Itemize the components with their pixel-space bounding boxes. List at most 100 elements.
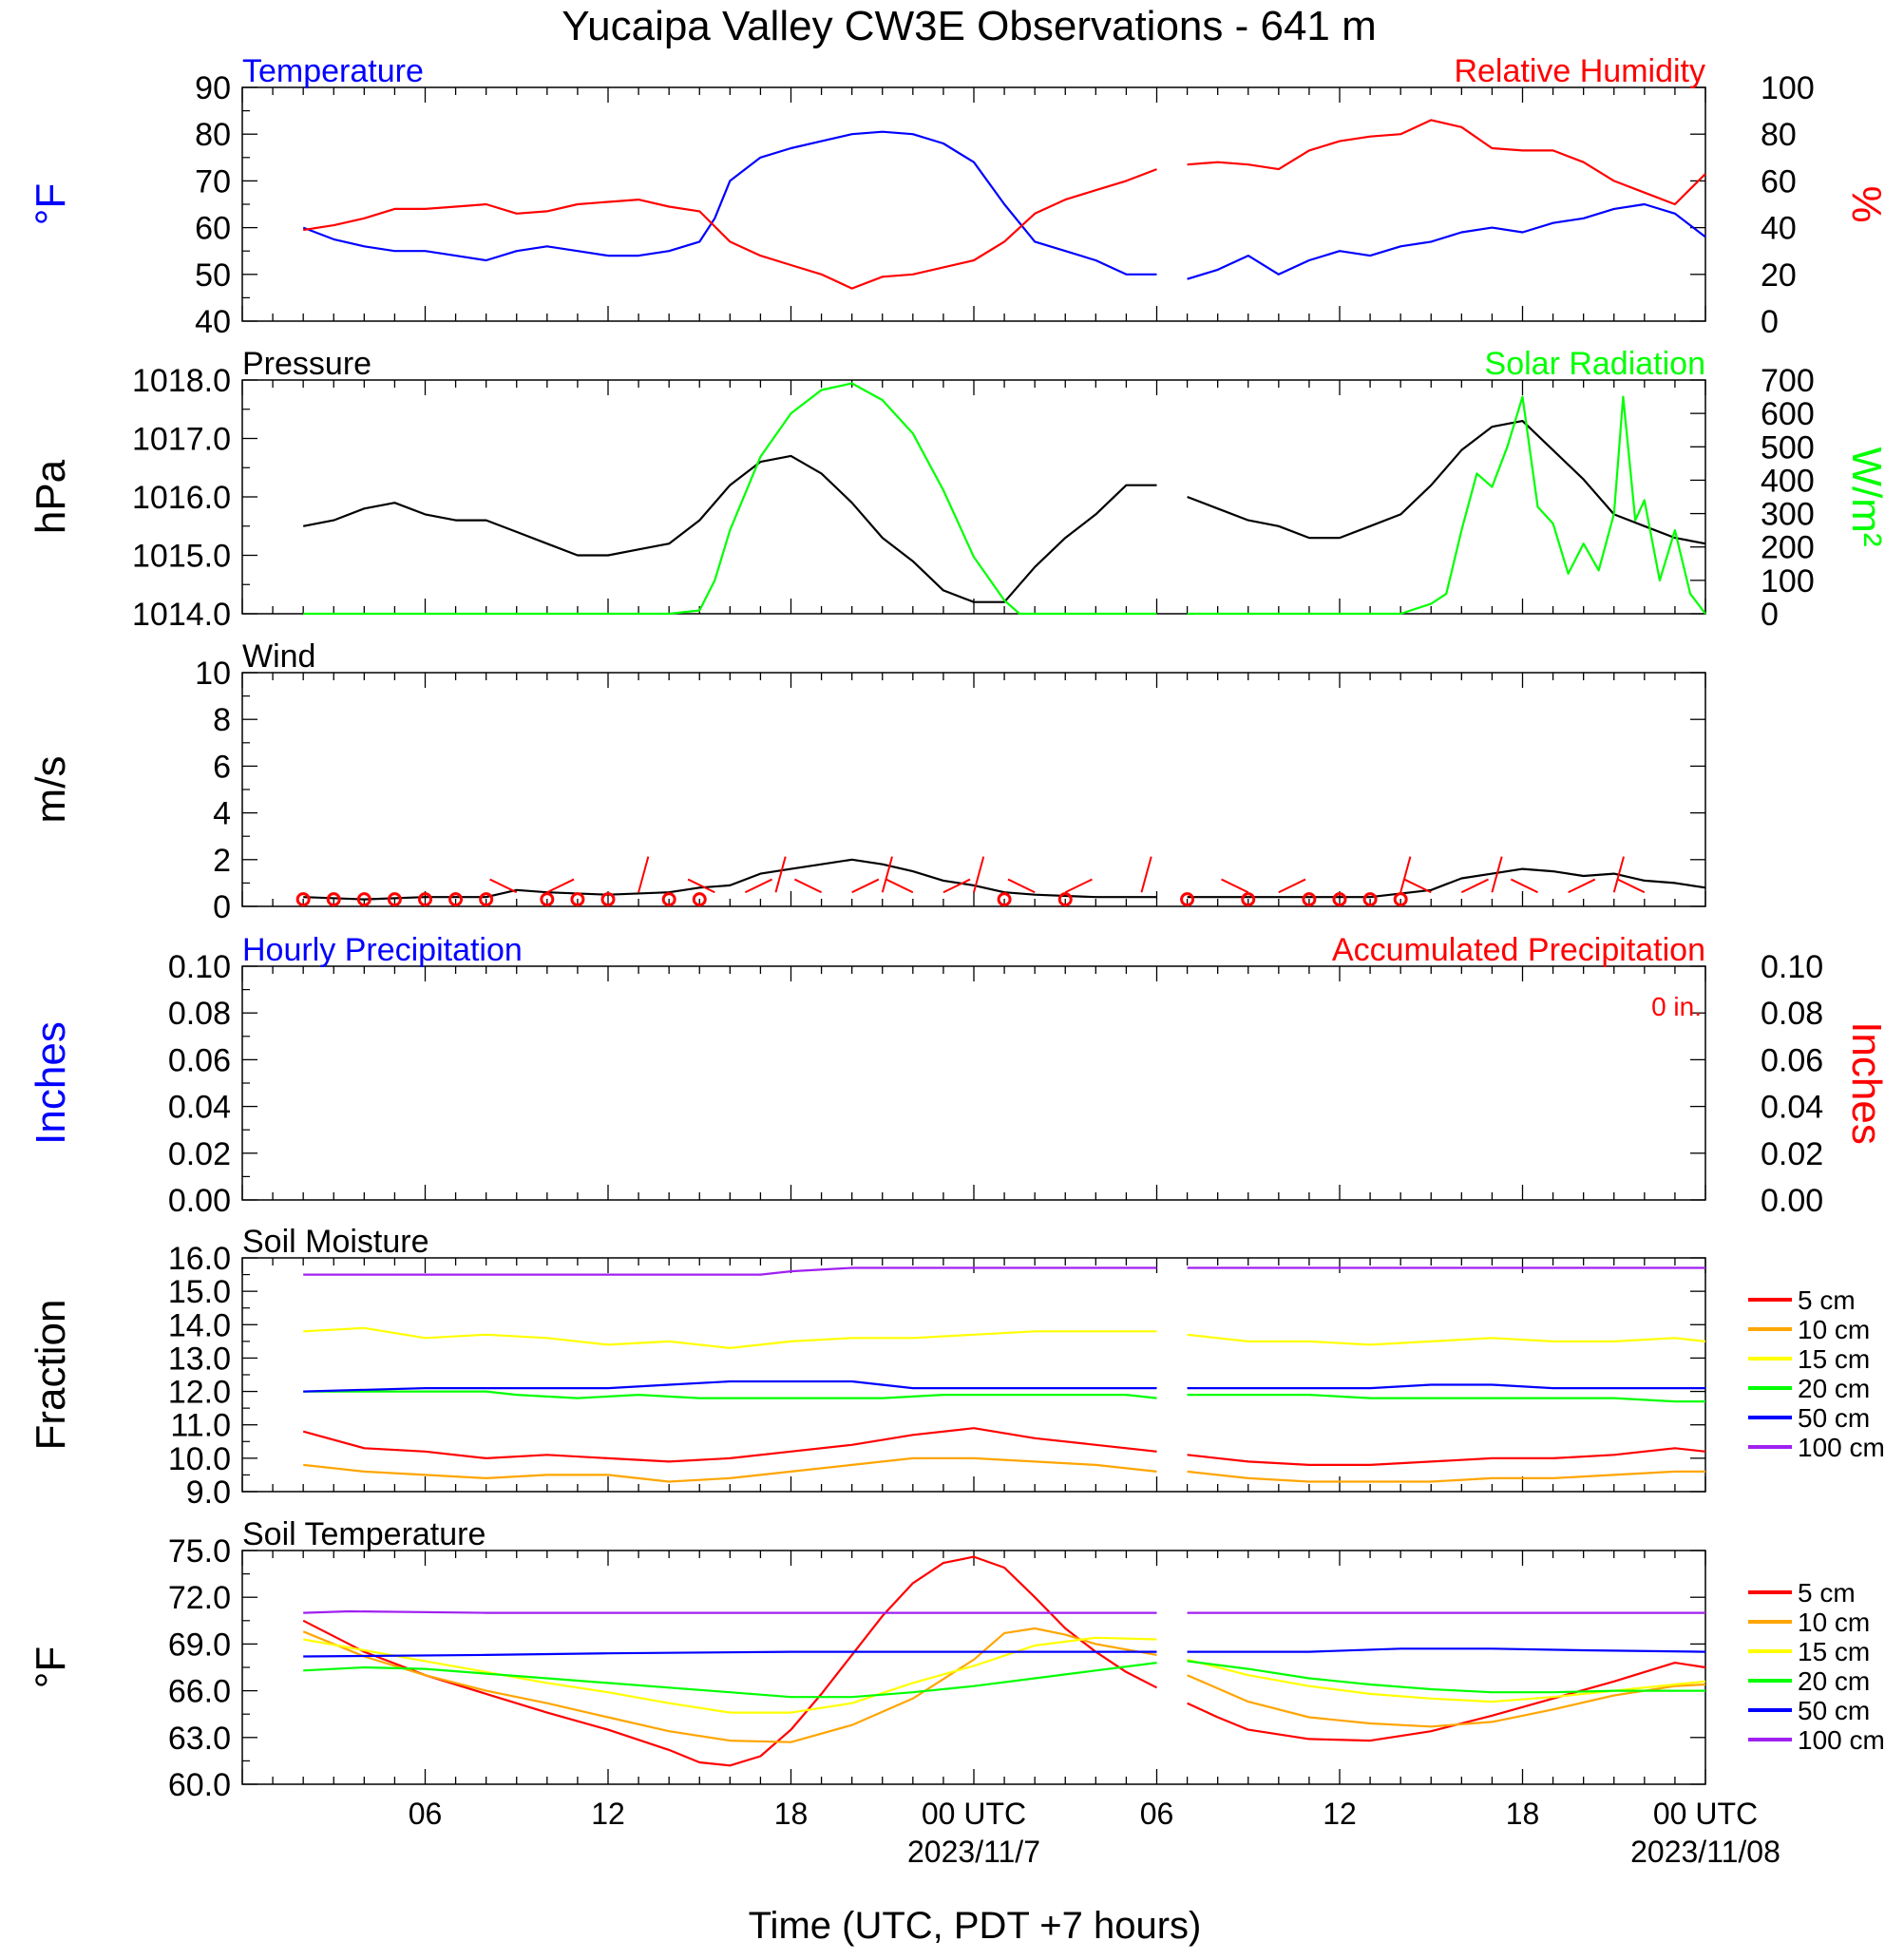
calm-marker <box>418 892 432 907</box>
calm-marker <box>1180 892 1195 907</box>
wind-barb <box>1403 878 1432 894</box>
plot-frame <box>241 379 1706 615</box>
y-tick-label-left: 1016.0 <box>132 480 231 516</box>
panel-title-left: Soil Moisture <box>242 1224 429 1260</box>
wind-barb <box>793 878 823 894</box>
plot-frame <box>241 965 1706 1201</box>
y-tick-label-right: 500 <box>1761 429 1815 466</box>
series-line <box>1187 1647 1706 1653</box>
wind-barb <box>1460 878 1489 894</box>
wind-barb <box>687 878 715 894</box>
x-tick-label: 06 <box>409 1797 443 1831</box>
x-tick-label: 18 <box>1506 1797 1540 1831</box>
y-tick-label-left: 16.0 <box>168 1241 231 1277</box>
legend-entry: 50 cm <box>1798 1403 1870 1433</box>
wind-barb <box>774 856 787 893</box>
wind-barb <box>1007 878 1036 894</box>
wind-barb <box>546 878 575 894</box>
calm-marker <box>661 892 676 907</box>
wind-barb <box>1617 878 1646 894</box>
series-line <box>303 382 1157 616</box>
y-axis-label-left: hPa <box>28 459 74 534</box>
calm-marker <box>1393 892 1408 907</box>
series-line <box>303 1662 1157 1699</box>
series-line <box>1187 1394 1705 1403</box>
y-tick-label-left: 60.0 <box>168 1767 231 1803</box>
series-line <box>303 168 1157 290</box>
y-tick-label-left: 0.00 <box>168 1183 231 1219</box>
y-tick-label-left: 13.0 <box>168 1341 231 1377</box>
y-tick-label-left: 63.0 <box>168 1721 231 1757</box>
y-tick-label-left: 14.0 <box>168 1307 231 1343</box>
wind-barb <box>851 878 880 894</box>
y-tick-label-left: 50 <box>195 257 231 294</box>
series-line <box>1187 1658 1706 1703</box>
panel-title-left: Wind <box>242 638 315 675</box>
panel-soil-temperature: 60.0 63.0 66.0 69.0 72.0 75.0 Soil Temperature… <box>28 1516 1885 1803</box>
y-axis-label-left: m/s <box>28 756 74 824</box>
y-tick-label-left: 8 <box>213 702 231 738</box>
y-tick-label-right: 600 <box>1761 396 1815 432</box>
calm-marker <box>356 892 371 907</box>
series-line <box>1187 1662 1706 1742</box>
y-tick-label-right: 0.06 <box>1761 1042 1823 1078</box>
series-line <box>303 858 1157 901</box>
y-tick-label-right: 0.04 <box>1761 1090 1823 1126</box>
y-axis-label-left: °F <box>28 183 74 225</box>
series-line <box>1187 1383 1705 1390</box>
series-line <box>303 1380 1157 1393</box>
wind-barb <box>1221 878 1249 894</box>
y-tick-label-right: 40 <box>1761 211 1797 247</box>
y-tick-label-left: 11.0 <box>170 1408 231 1444</box>
calm-marker <box>448 892 464 907</box>
x-tick-label: 18 <box>774 1797 809 1831</box>
series-line <box>1187 1660 1705 1694</box>
wind-barb <box>881 856 893 893</box>
wind-barb <box>489 878 518 894</box>
y-tick-label-left: 4 <box>213 796 231 832</box>
y-tick-label-left: 0.10 <box>168 949 231 985</box>
wind-barb <box>1140 856 1152 893</box>
y-tick-label-right: 0.00 <box>1761 1183 1823 1219</box>
series-line <box>302 1627 1157 1743</box>
panel-title-right: Solar Radiation <box>1485 346 1705 382</box>
calm-marker <box>600 892 616 907</box>
calm-marker <box>387 892 402 907</box>
x-axis-label: Time (UTC, PDT +7 hours) <box>749 1905 1202 1947</box>
series-line <box>303 1326 1157 1349</box>
series-line <box>302 1555 1158 1767</box>
calm-marker <box>692 892 707 907</box>
y-tick-label-left: 1015.0 <box>132 539 231 575</box>
figure-title: Yucaipa Valley CW3E Observations - 641 m <box>562 3 1377 49</box>
panel-title-left: Soil Temperature <box>242 1516 486 1552</box>
series-line <box>1187 202 1706 280</box>
y-tick-label-right: 0.02 <box>1761 1136 1823 1172</box>
y-tick-label-right: 200 <box>1761 530 1815 566</box>
y-tick-label-left: 60 <box>195 211 231 247</box>
y-tick-label-left: 1014.0 <box>132 597 231 633</box>
wind-barb <box>885 878 914 894</box>
y-tick-label-right: 300 <box>1761 497 1815 533</box>
y-tick-label-left: 0.06 <box>168 1042 231 1078</box>
calm-marker <box>1241 892 1256 907</box>
y-tick-label-right: 400 <box>1761 463 1815 499</box>
series-line <box>302 130 1157 276</box>
legend-entry: 15 cm <box>1798 1637 1870 1666</box>
y-tick-label-right: 0 <box>1761 597 1779 633</box>
y-tick-label-left: 2 <box>213 843 231 879</box>
series-line <box>303 1456 1157 1483</box>
y-tick-label-left: 9.0 <box>186 1475 231 1511</box>
y-tick-label-left: 10 <box>195 656 231 692</box>
wind-barb <box>1399 856 1412 893</box>
panel-title-left: Hourly Precipitation <box>242 932 523 968</box>
series-line <box>1187 420 1706 545</box>
y-tick-label-left: 15.0 <box>168 1274 231 1310</box>
plot-frame <box>241 86 1706 322</box>
panel-soil-moisture: 9.010.011.012.013.014.015.016.0 Soil Mois… <box>28 1224 1885 1511</box>
wind-barb <box>973 856 985 893</box>
calm-marker <box>997 892 1012 907</box>
legend-entry: 20 cm <box>1798 1374 1870 1403</box>
legend-entry: 5 cm <box>1798 1285 1856 1315</box>
